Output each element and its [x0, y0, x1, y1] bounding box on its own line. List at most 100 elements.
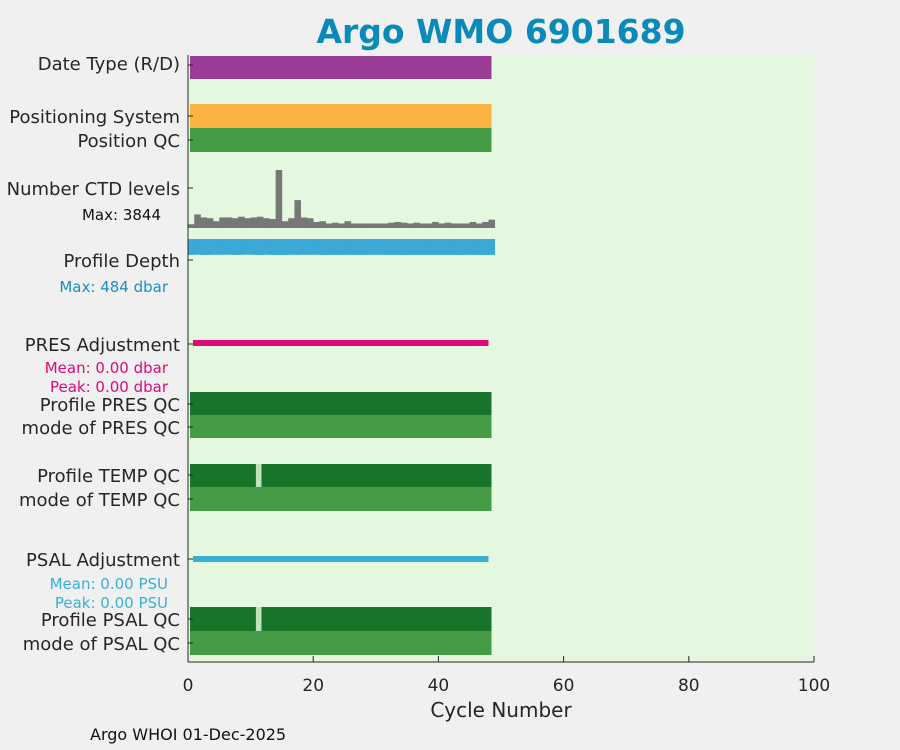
annotation-depth-max: Max: 484 dbar: [59, 278, 168, 296]
ctd-level-bar: [281, 221, 289, 228]
ctd-level-bar: [438, 223, 445, 228]
x-tick-label: 40: [428, 676, 450, 696]
profile-depth-bar: [194, 239, 201, 255]
band-mode_psal_qc: [190, 631, 492, 655]
ctd-level-bar: [256, 216, 264, 228]
ctd-level-bar: [225, 217, 233, 228]
ctd-level-bar: [350, 223, 358, 228]
profile-depth-bar: [407, 239, 414, 255]
ctd-level-bar: [325, 223, 333, 228]
ctd-level-bar: [194, 214, 201, 228]
gap-profile_psal_qc: [255, 607, 262, 631]
ctd-level-bar: [300, 217, 308, 228]
ctd-level-bar: [450, 223, 458, 228]
row-label-mode_temp_qc: mode of TEMP QC: [19, 490, 180, 511]
profile-depth-bar: [469, 239, 477, 255]
annotation-psal_adjust-1: Peak: 0.00 PSU: [55, 594, 168, 612]
profile-depth-bar: [425, 239, 433, 255]
row-label-ctd_levels: Number CTD levels: [7, 179, 180, 200]
ctd-level-bar: [344, 221, 352, 228]
profile-depth-bar: [438, 239, 445, 255]
ctd-level-bar: [313, 221, 320, 228]
ctd-level-bar: [244, 218, 251, 228]
profile-depth-bar: [213, 239, 220, 255]
ctd-level-bar: [407, 223, 414, 228]
annotation-pres_adjust-1: Peak: 0.00 dbar: [50, 378, 169, 396]
profile-depth-bar: [300, 239, 308, 255]
band-position_qc: [190, 128, 492, 152]
profile-depth-bar: [244, 239, 251, 255]
ctd-level-bar: [206, 218, 214, 228]
profile-depth-bar: [225, 239, 233, 255]
row-labels: Date Type (R/D) Positioning System Positio…: [7, 54, 180, 655]
x-tick-label: 60: [553, 676, 575, 696]
profile-depth-bar: [419, 239, 427, 255]
row-label-positioning: Positioning System: [9, 107, 180, 128]
ctd-level-bar: [306, 218, 314, 228]
ctd-level-bar: [482, 221, 489, 228]
ctd-level-bar: [400, 222, 408, 228]
profile-depth-bar: [382, 239, 389, 255]
chart-title: Argo WMO 6901689: [316, 12, 686, 51]
profile-depth-bar: [482, 239, 489, 255]
profile-depth-bar: [488, 239, 496, 255]
x-tick-label: 0: [183, 676, 194, 696]
profile-depth-bar: [200, 239, 208, 255]
ctd-level-bar: [357, 223, 364, 228]
ctd-level-bar: [263, 218, 270, 228]
profile-depth-bar: [475, 239, 483, 255]
profile-depth-bar: [275, 239, 283, 255]
ctd-level-bar: [238, 216, 245, 228]
ctd-level-bar: [425, 223, 433, 228]
profile-depth-bar: [357, 239, 364, 255]
profile-depth-bar: [444, 239, 452, 255]
band-profile_pres_qc: [190, 392, 492, 415]
profile-depth-bar: [463, 239, 470, 255]
ctd-level-bar: [463, 223, 470, 228]
profile-depth-bar: [319, 239, 327, 255]
ctd-level-bar: [294, 200, 301, 228]
profile-depth-bar: [450, 239, 458, 255]
ctd-level-bar: [419, 223, 427, 228]
band-profile_psal_qc: [190, 607, 492, 631]
footer-credit: Argo WHOI 01-Dec-2025: [90, 725, 287, 744]
ctd-level-bar: [432, 221, 439, 228]
ctd-level-bar: [444, 222, 452, 228]
ctd-level-bar: [338, 223, 345, 228]
row-label-pres_adjust: PRES Adjustment: [25, 335, 180, 356]
profile-depth-bar: [457, 239, 464, 255]
band-positioning: [190, 104, 492, 128]
profile-depth-bar: [344, 239, 352, 255]
profile-depth-bar: [306, 239, 314, 255]
row-label-psal_adjust: PSAL Adjustment: [26, 550, 180, 571]
profile-depth-bar: [369, 239, 377, 255]
band-profile_temp_qc: [190, 464, 492, 487]
annotation-ctd-max: Max: 3844: [82, 206, 161, 224]
profile-depth-bar: [413, 239, 420, 255]
ctd-level-bar: [394, 221, 402, 228]
profile-depth-bar: [350, 239, 358, 255]
profile-depth-bar: [231, 239, 239, 255]
row-label-profile_temp_qc: Profile TEMP QC: [37, 466, 180, 487]
ctd-level-bar: [200, 217, 208, 228]
row-label-position_qc: Position QC: [77, 131, 180, 152]
annotation-pres_adjust-0: Mean: 0.00 dbar: [45, 359, 169, 377]
axes: [187, 55, 814, 663]
profile-depth-bar: [331, 239, 339, 255]
ctd-level-bar: [369, 223, 377, 228]
chart-marks: [188, 56, 496, 655]
profile-depth-bar: [388, 239, 395, 255]
profile-depth-bar: [250, 239, 258, 255]
adjust-line-psal_adjust: [193, 556, 489, 562]
x-axis-label: Cycle Number: [430, 698, 572, 722]
gap-profile_temp_qc: [255, 464, 262, 487]
profile-depth-bar: [269, 239, 276, 255]
profile-depth-bar: [294, 239, 301, 255]
ctd-level-bar: [250, 217, 258, 228]
x-tick-label: 100: [798, 676, 830, 696]
profile-depth-bar: [256, 239, 264, 255]
ctd-level-bar: [457, 223, 464, 228]
profile-depth-bar: [432, 239, 439, 255]
profile-depth-bar: [263, 239, 270, 255]
